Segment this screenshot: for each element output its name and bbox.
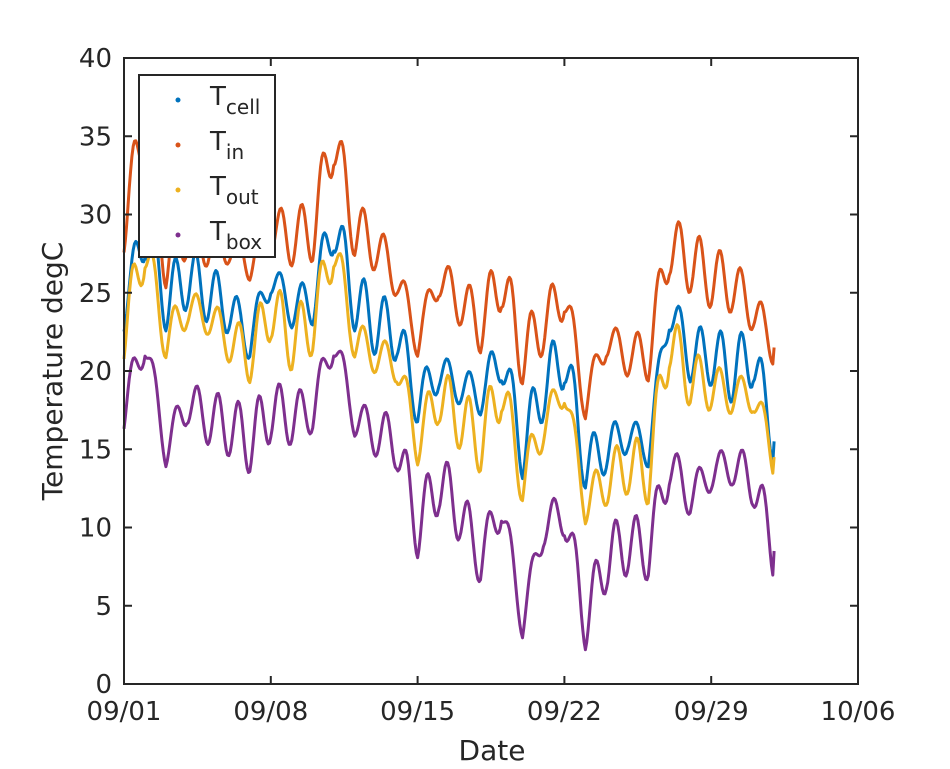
y-tick-label: 35 <box>79 122 112 152</box>
y-tick-label: 40 <box>79 44 112 74</box>
x-tick-label: 09/08 <box>233 697 308 727</box>
y-tick-label: 30 <box>79 201 112 231</box>
y-tick-label: 15 <box>79 435 112 465</box>
legend: Tcell Tin Tout Tbox <box>138 74 276 258</box>
y-tick-label: 10 <box>79 514 112 544</box>
y-axis-label: Temperature degC <box>36 242 69 502</box>
legend-label-in: Tin <box>209 127 244 164</box>
legend-marker-in <box>175 142 181 148</box>
y-tick-label: 25 <box>79 279 112 309</box>
legend-label-out: Tout <box>209 172 259 209</box>
legend-label-box: Tbox <box>209 217 262 254</box>
x-axis-ticks: 09/01 09/08 09/15 09/22 09/29 10/06 <box>87 58 896 727</box>
x-tick-label: 09/01 <box>87 697 162 727</box>
legend-box <box>138 74 276 258</box>
y-tick-label: 0 <box>95 670 112 700</box>
x-tick-label: 09/15 <box>380 697 455 727</box>
legend-marker-box <box>175 232 181 238</box>
y-tick-label: 20 <box>79 357 112 387</box>
series-line-out <box>122 251 776 526</box>
x-axis-label: Date <box>459 734 526 767</box>
x-tick-label: 10/06 <box>821 697 896 727</box>
legend-marker-out <box>175 187 181 193</box>
x-tick-label: 09/22 <box>527 697 602 727</box>
legend-marker-cell <box>175 97 181 103</box>
series-line-box <box>122 349 776 652</box>
y-axis-ticks: 0 5 10 15 20 25 30 35 40 <box>79 44 858 700</box>
y-tick-label: 5 <box>95 592 112 622</box>
legend-label-cell: Tcell <box>209 82 260 119</box>
series-line-cell <box>122 224 776 490</box>
x-tick-label: 09/29 <box>674 697 749 727</box>
